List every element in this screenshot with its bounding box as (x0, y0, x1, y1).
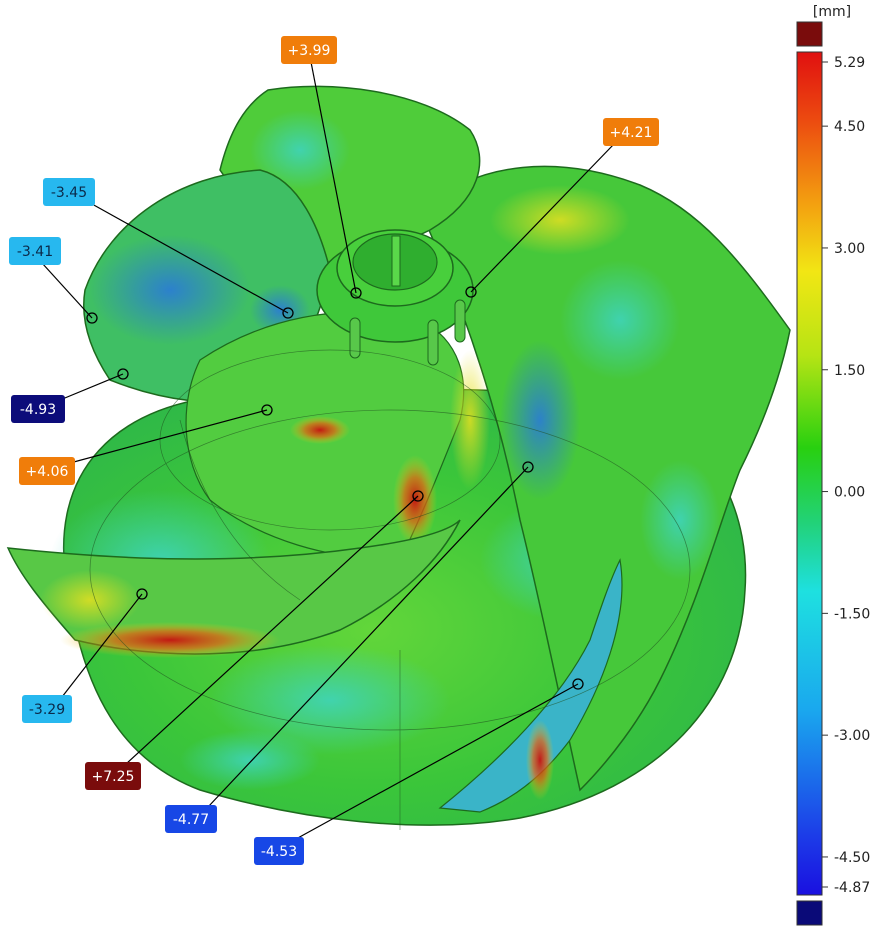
deviation-callout: +4.21 (603, 118, 659, 146)
callout-leader-line (310, 61, 357, 294)
deviation-callout-box (165, 805, 217, 833)
measurement-point-marker (282, 307, 294, 319)
deviation-callout-label: +3.99 (288, 43, 331, 59)
deviation-callout-label: -4.53 (261, 844, 297, 860)
scale-under-range-swatch (796, 900, 823, 926)
color-scale-legend: [mm] 5.29 4.50 3.00 1.50 0.00 -1.50 -3.00 -4.50… (796, 4, 870, 926)
deviation-callout-label: +4.21 (610, 125, 653, 141)
deviation-callout: -3.29 (22, 695, 72, 723)
scale-tick-label: 0.00 (834, 485, 865, 501)
measurement-point-marker (117, 368, 129, 380)
measurement-point-marker (465, 286, 477, 298)
deviation-callout-label: +4.06 (26, 464, 69, 480)
deviation-callout: -3.41 (9, 237, 61, 265)
impeller-model (6, 85, 791, 830)
deviation-callout: +7.25 (85, 762, 141, 790)
deviation-callout: -4.53 (254, 837, 304, 865)
deviation-callout-label: -4.77 (173, 812, 209, 828)
scale-tick-label: -1.50 (834, 606, 870, 622)
callout-leader-line (91, 203, 289, 314)
scale-tick-label: -3.00 (834, 728, 870, 744)
deviation-callout-label: -4.93 (20, 402, 56, 418)
measurement-point-marker (522, 461, 534, 473)
measurement-point-marker (350, 287, 362, 299)
measurement-point-marker (136, 588, 148, 600)
deviation-callout-label: +7.25 (92, 769, 135, 785)
scale-tick-label: -4.50 (834, 850, 870, 866)
scale-tick-label: 4.50 (834, 119, 865, 135)
deviation-callout-box (19, 457, 75, 485)
callout-leader-line (295, 683, 579, 840)
deviation-callout-box (603, 118, 659, 146)
callout-leader-line (59, 373, 124, 401)
deviation-callout: +4.06 (19, 457, 75, 485)
measurement-point-marker (86, 312, 98, 324)
impeller-hub (316, 229, 474, 366)
deviation-callout-box (85, 762, 141, 790)
callout-leader-line (41, 262, 93, 319)
scale-over-range-swatch (796, 21, 823, 47)
measurement-point-marker (261, 404, 273, 416)
impeller-vane-right (419, 165, 791, 792)
deviation-callout-box (281, 36, 337, 64)
callout-leader-line (207, 466, 529, 808)
measurement-point-marker (572, 678, 584, 690)
deviation-callout-box (22, 695, 72, 723)
callout-leader-line (470, 143, 615, 293)
deviation-callout-box (43, 178, 95, 206)
deviation-callout: +3.99 (281, 36, 337, 64)
scale-tick-label: 3.00 (834, 241, 865, 257)
scale-tick-label: 1.50 (834, 363, 865, 379)
callout-leader-line (61, 593, 143, 698)
deviation-callout: -3.45 (43, 178, 95, 206)
deviation-callout-box (254, 837, 304, 865)
deviation-callout: -4.93 (11, 395, 65, 423)
measurement-point-marker (412, 490, 424, 502)
scale-color-bar (796, 51, 823, 896)
deviation-callout-label: -3.45 (51, 185, 87, 201)
scale-unit-label: [mm] (813, 4, 851, 20)
deviation-callout-label: -3.29 (29, 702, 65, 718)
deviation-callout-label: -3.41 (17, 244, 53, 260)
callout-leader-line (69, 409, 268, 464)
callout-leader-line (125, 495, 419, 765)
deviation-callout: -4.77 (165, 805, 217, 833)
deviation-callout-box (9, 237, 61, 265)
deviation-callout-box (11, 395, 65, 423)
scale-tick-label: -4.87 (834, 880, 870, 896)
scale-tick-label: 5.29 (834, 55, 865, 71)
